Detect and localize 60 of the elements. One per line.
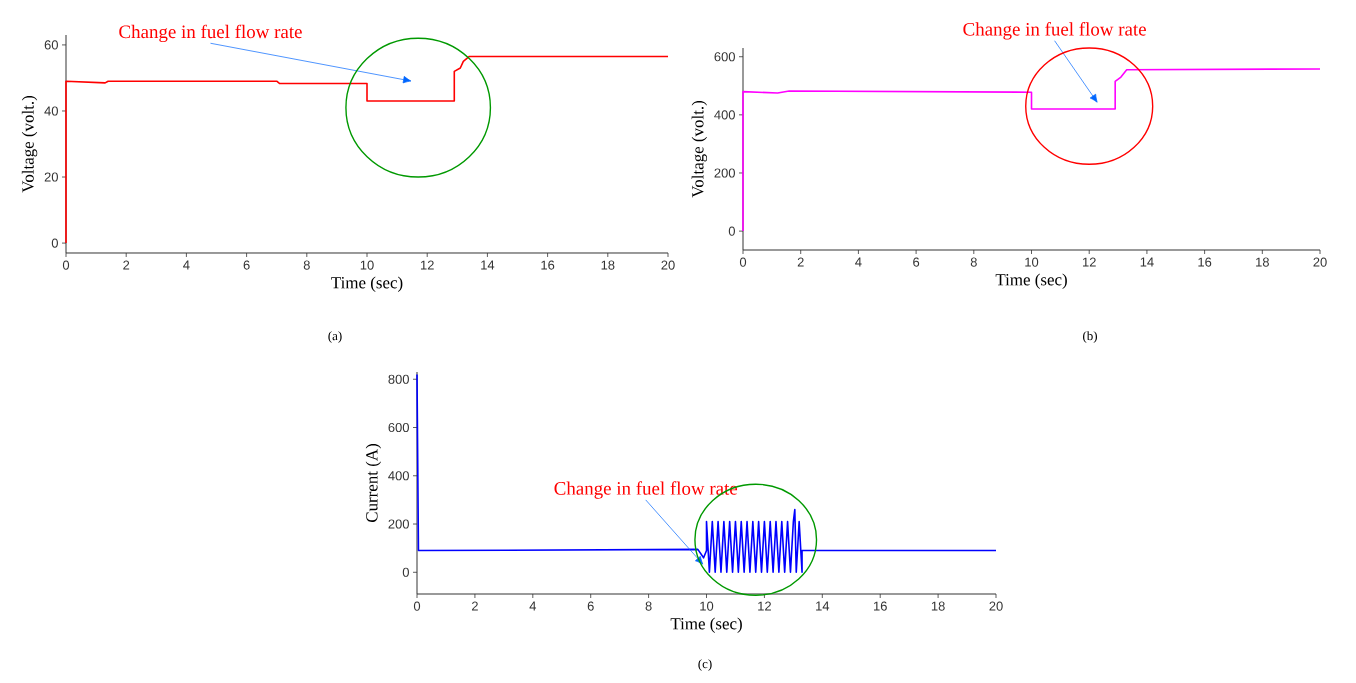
x-tick-label: 14 <box>481 260 495 270</box>
x-tick-label: 18 <box>1256 257 1269 267</box>
x-tick-label: 16 <box>873 601 887 611</box>
text: (a) <box>328 331 342 343</box>
line-series <box>65 55 669 244</box>
x-tick-label: 14 <box>816 601 830 611</box>
x-tick-label: 18 <box>931 601 945 611</box>
x-tick-label: 0 <box>62 260 70 270</box>
x-tick-label: 12 <box>758 601 771 611</box>
x-tick-label: 14 <box>1140 257 1154 267</box>
line-series <box>742 68 1321 232</box>
y-tick-label: 600 <box>714 52 735 62</box>
y-tick-label: 200 <box>714 168 735 178</box>
x-tick-label: 0 <box>413 601 421 611</box>
x-tick-label: 4 <box>855 257 862 267</box>
y-tick-label: 40 <box>44 106 58 116</box>
x-tick-label: 16 <box>541 260 555 270</box>
x-tick-label: 20 <box>661 260 675 270</box>
x-tick-label: 12 <box>1082 257 1096 267</box>
x-axis-title: Time (sec) <box>670 617 742 633</box>
x-tick-label: 2 <box>123 260 130 270</box>
x-tick-label: 8 <box>303 260 310 270</box>
x-tick-label: 4 <box>183 260 190 270</box>
text: Change in fuel flow rate <box>963 22 1146 40</box>
y-axis-title: Current (A) <box>365 444 382 523</box>
y-axis-title: Voltage (volt.) <box>691 100 708 198</box>
text: (b) <box>1083 331 1097 343</box>
x-tick-label: 20 <box>989 601 1003 611</box>
y-tick-label: 0 <box>402 567 409 577</box>
x-tick-label: 2 <box>471 601 478 611</box>
x-tick-label: 16 <box>1198 257 1212 267</box>
x-tick-label: 4 <box>529 601 537 611</box>
x-tick-label: 10 <box>700 601 714 611</box>
y-tick-label: 400 <box>714 110 735 120</box>
line-series <box>416 373 997 574</box>
annotation: Change in fuel flow rate <box>119 24 302 43</box>
text: (c) <box>698 659 712 671</box>
y-tick-label: 0 <box>51 238 58 248</box>
x-tick-label: 6 <box>243 260 250 270</box>
x-tick-label: 18 <box>601 260 615 270</box>
y-tick-label: 20 <box>44 172 58 182</box>
x-tick-label: 8 <box>970 257 977 267</box>
x-tick-label: 2 <box>797 257 804 267</box>
y-tick-label: 800 <box>388 374 409 384</box>
y-axis-title: Voltage (volt.) <box>21 95 38 193</box>
y-tick-label: 600 <box>388 422 409 433</box>
x-tick-label: 20 <box>1313 257 1327 267</box>
x-axis-title: Time (sec) <box>995 273 1067 289</box>
y-tick-label: 60 <box>44 40 58 50</box>
x-tick-label: 10 <box>360 260 374 270</box>
y-tick-label: 0 <box>728 226 735 236</box>
y-tick-label: 400 <box>388 471 409 481</box>
x-tick-label: 12 <box>420 260 434 270</box>
x-axis-title: Time (sec) <box>331 276 403 292</box>
x-tick-label: 0 <box>739 257 747 267</box>
x-tick-label: 10 <box>1025 257 1039 267</box>
x-tick-label: 6 <box>587 601 594 611</box>
x-tick-label: 8 <box>645 601 652 611</box>
y-tick-label: 200 <box>388 519 409 529</box>
x-tick-label: 6 <box>913 257 920 267</box>
